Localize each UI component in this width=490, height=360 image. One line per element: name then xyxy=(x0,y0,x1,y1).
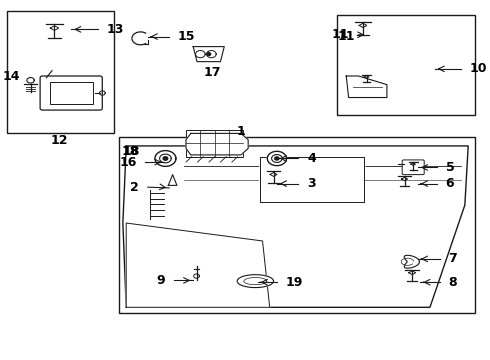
Text: 16: 16 xyxy=(120,156,137,168)
Text: 5: 5 xyxy=(446,161,454,174)
Polygon shape xyxy=(126,223,270,307)
Text: 1: 1 xyxy=(237,125,245,138)
Text: 2: 2 xyxy=(130,181,139,194)
Polygon shape xyxy=(123,146,468,307)
Polygon shape xyxy=(160,154,171,163)
Text: 4: 4 xyxy=(307,152,316,165)
Bar xyxy=(186,130,244,157)
FancyBboxPatch shape xyxy=(40,76,102,110)
Text: 17: 17 xyxy=(203,66,221,79)
Text: 6: 6 xyxy=(446,177,454,190)
Text: 18: 18 xyxy=(122,145,140,158)
Polygon shape xyxy=(155,150,176,166)
Text: 9: 9 xyxy=(157,274,166,287)
Bar xyxy=(337,15,475,116)
Text: 11: 11 xyxy=(331,28,348,41)
Text: 3: 3 xyxy=(307,177,316,190)
Text: 12: 12 xyxy=(50,134,68,147)
Polygon shape xyxy=(237,275,273,288)
Polygon shape xyxy=(186,134,248,155)
Bar xyxy=(119,137,475,313)
Polygon shape xyxy=(275,157,279,160)
Text: 10: 10 xyxy=(469,62,487,75)
Text: 18: 18 xyxy=(122,145,139,158)
FancyBboxPatch shape xyxy=(402,160,424,175)
Text: 11: 11 xyxy=(338,30,355,43)
Bar xyxy=(260,157,365,202)
Text: 15: 15 xyxy=(178,30,196,43)
Polygon shape xyxy=(163,157,168,160)
Text: 8: 8 xyxy=(448,276,457,289)
Polygon shape xyxy=(207,53,211,55)
Polygon shape xyxy=(259,157,366,202)
Text: 13: 13 xyxy=(106,23,123,36)
Polygon shape xyxy=(193,46,224,62)
Text: 19: 19 xyxy=(286,276,303,289)
Polygon shape xyxy=(268,151,287,166)
Bar xyxy=(49,82,93,104)
Polygon shape xyxy=(404,255,419,268)
Polygon shape xyxy=(346,76,387,98)
Polygon shape xyxy=(27,77,34,83)
Polygon shape xyxy=(168,175,177,185)
Text: 14: 14 xyxy=(2,69,20,82)
Bar xyxy=(7,12,114,134)
Polygon shape xyxy=(271,154,282,162)
Text: 7: 7 xyxy=(448,252,457,265)
